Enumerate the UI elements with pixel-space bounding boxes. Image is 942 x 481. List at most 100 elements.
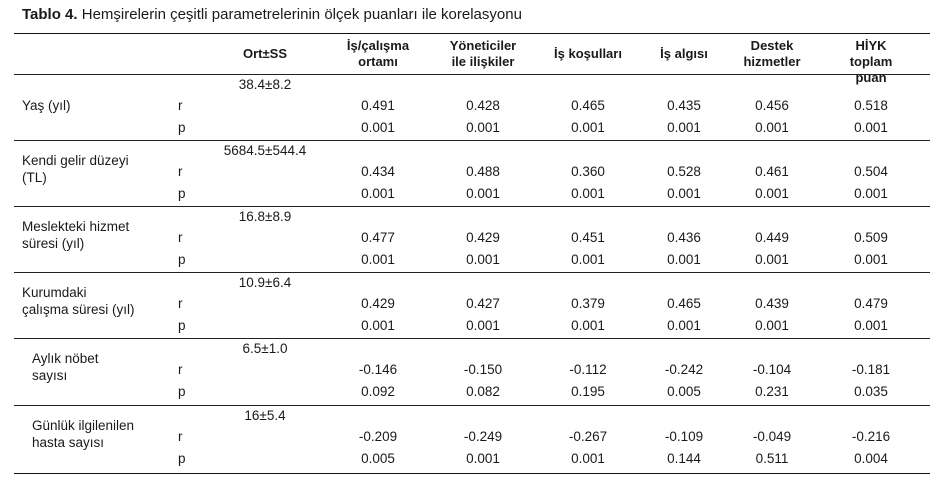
p-value-cell: 0.001 (755, 120, 789, 135)
r-value-cell: 0.434 (361, 164, 395, 179)
r-value-cell: -0.267 (568, 429, 608, 444)
p-value-cell: 0.001 (571, 120, 605, 135)
header-line: İş/çalışma (346, 38, 410, 53)
stat-label-r: r (178, 98, 183, 113)
header-is-calisma-ortami: İş/çalışma ortamı (347, 38, 409, 70)
r-value-cell: 0.479 (854, 296, 888, 311)
stat-label-r: r (178, 230, 183, 245)
r-value-cell: 0.451 (571, 230, 605, 245)
stat-label-p: p (178, 318, 186, 333)
r-value-cell: 0.461 (755, 164, 789, 179)
p-value-cell: 0.001 (466, 186, 500, 201)
r-value-cell: -0.150 (463, 362, 503, 377)
p-value-cell: 0.092 (361, 384, 395, 399)
stat-label-p: p (178, 451, 186, 466)
row-label: Yaş (yıl) (22, 98, 71, 113)
header-is-kosullari: İş koşulları (554, 46, 622, 61)
r-value-cell: -0.249 (463, 429, 503, 444)
stat-label-p: p (178, 384, 186, 399)
row-mean-sd: 6.5±1.0 (242, 341, 288, 356)
header-destek-hizmetler: Destek hizmetler (743, 38, 800, 70)
r-value-cell: 0.528 (667, 164, 701, 179)
header-is-algisi: İş algısı (660, 46, 708, 61)
p-value-cell: 0.001 (755, 252, 789, 267)
r-value-cell: -0.109 (664, 429, 704, 444)
row-label-line2: süresi (yıl) (22, 236, 85, 251)
row-mean-sd: 10.9±6.4 (238, 275, 292, 290)
header-ort-ss: Ort±SS (243, 46, 287, 61)
p-value-cell: 0.004 (854, 451, 888, 466)
header-line: puan (855, 70, 887, 85)
row-mean-sd: 38.4±8.2 (238, 77, 292, 92)
r-value-cell: -0.112 (569, 362, 607, 377)
p-value-cell: 0.005 (667, 384, 701, 399)
r-value-cell: 0.449 (755, 230, 789, 245)
r-value-cell: 0.491 (361, 98, 395, 113)
stat-label-p: p (178, 252, 186, 267)
r-value-cell: 0.435 (667, 98, 701, 113)
p-value-cell: 0.001 (571, 451, 605, 466)
p-value-cell: 0.001 (361, 318, 395, 333)
row-label-line1: Aylık nöbet (32, 351, 99, 366)
row-label-line2: çalışma süresi (yıl) (22, 302, 135, 317)
row-label-line2: sayısı (32, 368, 68, 383)
row-separator (14, 405, 930, 406)
top-rule (14, 33, 930, 34)
p-value-cell: 0.001 (571, 318, 605, 333)
p-value-cell: 0.001 (571, 186, 605, 201)
header-line: hizmetler (743, 54, 801, 69)
header-line: ortamı (358, 54, 398, 69)
r-value-cell: 0.477 (361, 230, 395, 245)
p-value-cell: 0.511 (755, 451, 789, 466)
r-value-cell: -0.242 (664, 362, 704, 377)
row-label-line2: (TL) (22, 170, 47, 185)
header-line: ile ilişkiler (451, 54, 515, 69)
r-value-cell: -0.216 (851, 429, 891, 444)
header-line: Yöneticiler (449, 38, 517, 53)
bottom-rule (14, 473, 930, 474)
p-value-cell: 0.231 (755, 384, 789, 399)
p-value-cell: 0.082 (466, 384, 500, 399)
row-separator (14, 74, 930, 75)
r-value-cell: 0.504 (854, 164, 888, 179)
header-hiyk-toplam-puan: HİYK toplam puan (836, 38, 907, 86)
table-title-text: Hemşirelerin çeşitli parametrelerinin öl… (81, 6, 522, 23)
r-value-cell: 0.436 (667, 230, 701, 245)
p-value-cell: 0.001 (571, 252, 605, 267)
stat-label-r: r (178, 429, 183, 444)
r-value-cell: 0.428 (466, 98, 500, 113)
header-line: Destek (750, 38, 794, 53)
row-mean-sd: 5684.5±544.4 (223, 143, 307, 158)
r-value-cell: 0.429 (466, 230, 500, 245)
p-value-cell: 0.001 (361, 186, 395, 201)
p-value-cell: 0.001 (667, 318, 701, 333)
r-value-cell: -0.049 (752, 429, 792, 444)
stat-label-r: r (178, 164, 183, 179)
r-value-cell: 0.465 (667, 296, 701, 311)
p-value-cell: 0.001 (667, 120, 701, 135)
p-value-cell: 0.001 (755, 186, 789, 201)
row-label-line1: Günlük ilgilenilen (32, 418, 135, 433)
stat-label-p: p (178, 186, 186, 201)
row-separator (14, 272, 930, 273)
row-label-line2: hasta sayısı (32, 435, 105, 450)
p-value-cell: 0.001 (854, 186, 888, 201)
p-value-cell: 0.001 (667, 186, 701, 201)
r-value-cell: 0.518 (854, 98, 888, 113)
p-value-cell: 0.001 (466, 451, 500, 466)
p-value-cell: 0.001 (755, 318, 789, 333)
row-label-line1: Kurumdaki (22, 285, 87, 300)
r-value-cell: -0.146 (358, 362, 398, 377)
p-value-cell: 0.005 (361, 451, 395, 466)
row-label-line1: Kendi gelir düzeyi (22, 153, 129, 168)
r-value-cell: 0.509 (854, 230, 888, 245)
r-value-cell: 0.427 (466, 296, 500, 311)
header-line: HİYK toplam (849, 38, 893, 69)
stat-label-r: r (178, 362, 183, 377)
p-value-cell: 0.001 (361, 120, 395, 135)
p-value-cell: 0.001 (466, 252, 500, 267)
p-value-cell: 0.001 (854, 120, 888, 135)
row-separator (14, 338, 930, 339)
row-separator (14, 140, 930, 141)
p-value-cell: 0.001 (466, 318, 500, 333)
